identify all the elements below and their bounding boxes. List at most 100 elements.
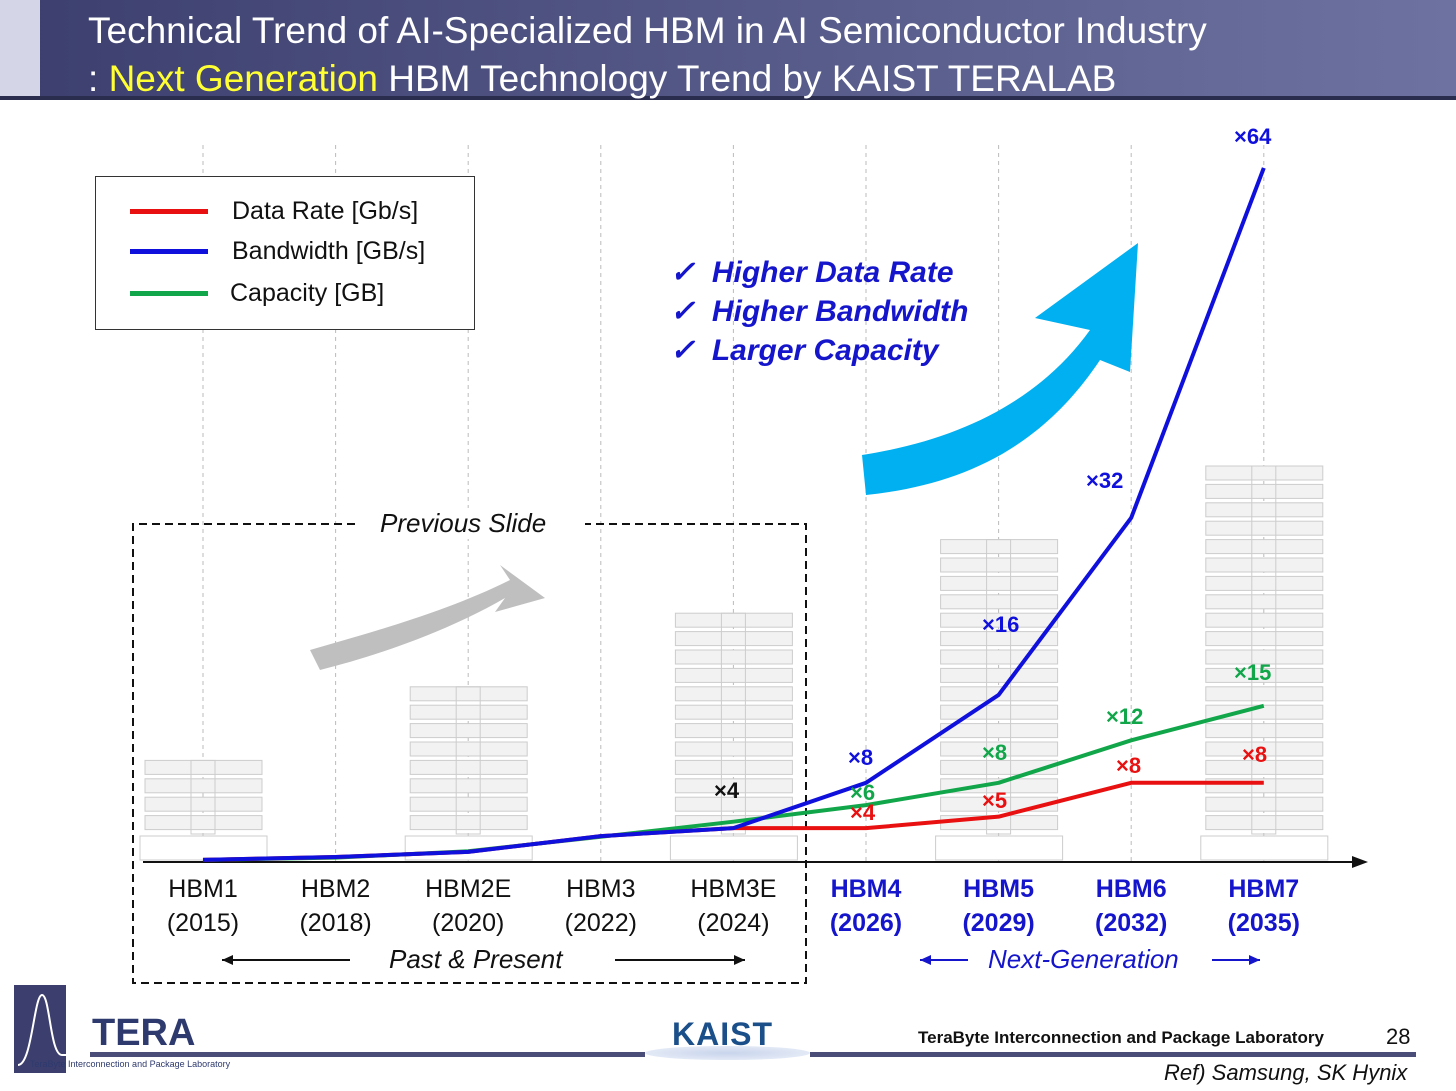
category-label: HBM3E (2024) <box>663 872 803 940</box>
category-year: (2022) <box>564 909 637 937</box>
legend-swatch <box>130 209 208 214</box>
tera-logo-mark <box>14 985 66 1073</box>
multiplier-label: ×15 <box>1234 660 1272 685</box>
category-year: (2015) <box>166 909 240 937</box>
stack-die <box>1205 815 1324 831</box>
multiplier-label: ×4 <box>850 800 876 825</box>
stack-die <box>1205 557 1324 573</box>
callout-larger-capacity: ✓ Larger Capacity <box>670 333 939 368</box>
legend-item-capacity: Capacity [GB] <box>130 279 384 308</box>
category-name: HBM3 <box>566 875 636 903</box>
kaist-logo-swoosh <box>645 1046 810 1060</box>
stack-die <box>940 631 1059 647</box>
multiplier-label: ×6 <box>850 780 876 805</box>
multiplier-label: ×8 <box>1116 753 1142 778</box>
x-axis-arrow-icon <box>1352 856 1368 868</box>
stack-die <box>674 704 793 720</box>
stack-die <box>674 631 793 647</box>
stack-tsv <box>455 686 481 835</box>
category-label: HBM3 (2022) <box>531 872 671 940</box>
stack-die <box>940 539 1059 555</box>
stack-die <box>940 594 1059 610</box>
stack-die <box>409 686 528 702</box>
category-name: HBM4 <box>830 875 902 903</box>
stack-die <box>409 778 528 794</box>
multiplier-label: ×64 <box>1234 124 1272 149</box>
next-generation-label: Next-Generation <box>988 944 1179 974</box>
category-year: (2024) <box>697 909 770 937</box>
subtitle-highlight: Next Generation <box>108 58 378 99</box>
stack-die <box>409 723 528 739</box>
footer-divider-right <box>810 1052 1416 1057</box>
stack-die <box>1205 741 1324 757</box>
legend-label: Data Rate [Gb/s] <box>232 197 419 225</box>
stack-die <box>674 778 793 794</box>
stack-die <box>674 612 793 628</box>
multiplier-label: ×16 <box>982 612 1020 637</box>
stack-die <box>1205 539 1324 555</box>
stack-die <box>1205 594 1324 610</box>
range-arrow-head-icon <box>222 955 233 965</box>
stack-die <box>1205 704 1324 720</box>
category-label: HBM7 (2035) <box>1194 872 1334 940</box>
stack-die <box>409 815 528 831</box>
stack-tsv <box>986 539 1012 835</box>
stack-die <box>1205 502 1324 518</box>
legend-item-bandwidth: Bandwidth [GB/s] <box>130 237 425 266</box>
stack-die <box>674 741 793 757</box>
stack-die <box>1205 649 1324 665</box>
category-label: HBM2E (2020) <box>398 872 538 940</box>
stack-base <box>1200 835 1329 861</box>
previous-slide-box <box>132 523 807 984</box>
multiplier-label: ×5 <box>982 788 1008 813</box>
stack-base <box>139 835 268 861</box>
stack-die <box>940 649 1059 665</box>
stack-die <box>940 723 1059 739</box>
header-accent-block <box>0 0 40 96</box>
stack-die <box>940 667 1059 683</box>
stack-die <box>144 778 263 794</box>
stack-die <box>409 704 528 720</box>
footer-divider-left <box>90 1052 645 1057</box>
slide-header: Technical Trend of AI-Specialized HBM in… <box>0 0 1456 100</box>
trend-up-arrow-icon <box>862 243 1138 495</box>
stack-tsv <box>720 612 746 835</box>
stack-die <box>674 796 793 812</box>
category-name: HBM2E <box>425 875 512 903</box>
page-number: 28 <box>1386 1024 1411 1049</box>
stack-die <box>1205 483 1324 499</box>
tera-logo-text: TERA <box>92 1012 196 1054</box>
series-line-bandwidth <box>202 167 1266 862</box>
stack-die <box>1205 723 1324 739</box>
category-name: HBM2 <box>300 875 371 903</box>
stack-die <box>940 557 1059 573</box>
callout-text: Higher Bandwidth <box>711 295 969 328</box>
callout-text: Larger Capacity <box>711 334 939 367</box>
legend-label: Bandwidth [GB/s] <box>232 237 426 265</box>
stack-tsv <box>190 759 216 835</box>
category-year: (2020) <box>432 909 505 937</box>
kaist-logo: KAIST <box>672 1016 773 1052</box>
range-arrow-head-icon <box>920 955 931 965</box>
callout-higher-data-rate: ✓ Higher Data Rate <box>670 255 954 290</box>
stack-die <box>940 704 1059 720</box>
stack-base <box>669 835 798 861</box>
category-label: HBM1 (2015) <box>133 872 273 940</box>
legend-swatch <box>130 249 208 254</box>
stack-tsv <box>1251 465 1277 835</box>
stack-die <box>1205 465 1324 481</box>
stack-die <box>1205 667 1324 683</box>
legend-item-data-rate: Data Rate [Gb/s] <box>130 197 418 226</box>
category-year: (2029) <box>962 909 1035 937</box>
stack-die <box>940 612 1059 628</box>
stack-die <box>1205 686 1324 702</box>
past-present-label: Past & Present <box>389 944 563 974</box>
stack-base <box>935 835 1064 861</box>
category-label: HBM2 (2018) <box>266 872 406 940</box>
tera-logo-wave-icon <box>17 993 92 1066</box>
previous-slide-label: Previous Slide <box>368 508 559 539</box>
tera-logo-subtitle: TeraByte Interconnection and Package Lab… <box>30 1059 231 1069</box>
stack-die <box>409 741 528 757</box>
category-name: HBM7 <box>1228 875 1300 903</box>
subtitle-rest: HBM Technology Trend by KAIST TERALAB <box>378 58 1117 99</box>
